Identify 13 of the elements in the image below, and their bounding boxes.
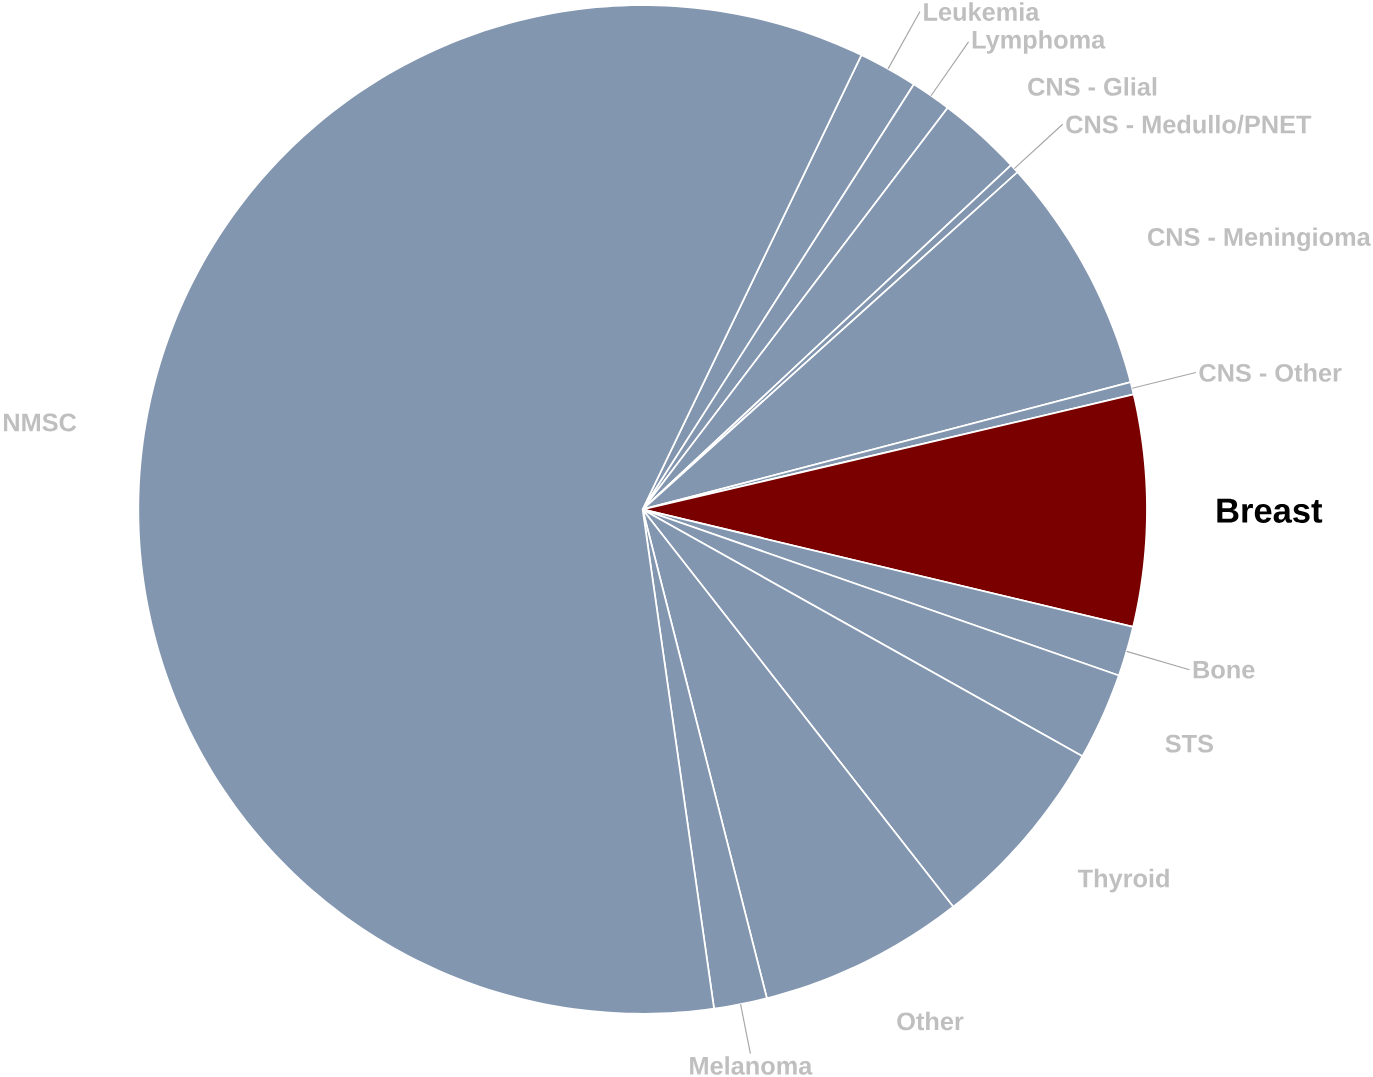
slice-label: Other: [897, 1011, 964, 1031]
slice-label: CNS - Medullo/PNET: [1066, 114, 1312, 134]
slice-label: NMSC: [4, 413, 77, 432]
slice-label: Lymphoma: [972, 30, 1106, 54]
slice-label: Bone: [1193, 660, 1255, 679]
slice-label: Thyroid: [1077, 868, 1169, 893]
slice-label: STS: [1165, 734, 1214, 753]
slice-label: Leukemia: [924, 2, 1040, 21]
slice-label: Breast: [1217, 498, 1323, 523]
slice-label: Melanoma: [690, 1056, 813, 1075]
slice-label: CNS - Meningioma: [1147, 227, 1371, 252]
slice-label: CNS - Other: [1199, 363, 1342, 382]
slice-label: CNS - Glial: [1028, 77, 1157, 96]
